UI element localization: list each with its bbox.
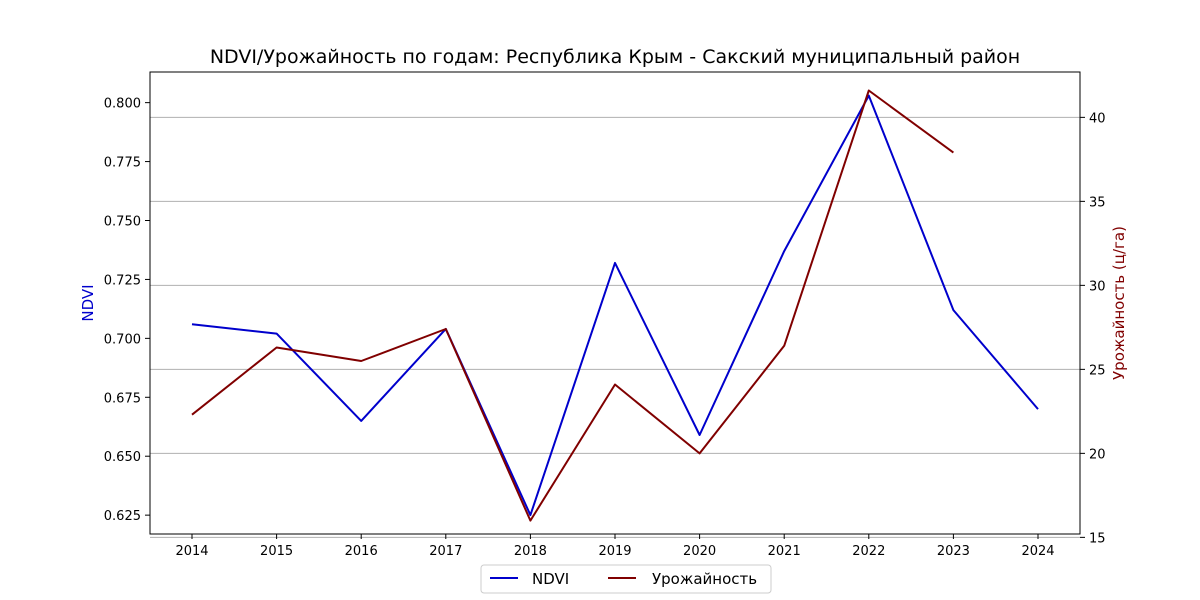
left-y-tick-label: 0.650 (104, 450, 141, 465)
left-y-tick-label: 0.625 (104, 509, 141, 524)
series-line-yield (191, 89, 954, 522)
legend: NDVI Урожайность (480, 564, 772, 594)
x-axis: 2014 2015 2016 2017 2018 2019 2020 2021 2022 2023… (175, 534, 1055, 559)
right-y-tick-label: 15 (1089, 531, 1106, 546)
left-y-tick-label: 0.675 (104, 391, 141, 406)
x-tick-label: 2018 (514, 544, 547, 559)
x-tick-label: 2019 (598, 544, 631, 559)
left-y-tick-label: 0.750 (104, 215, 141, 230)
x-tick-label: 2024 (1021, 544, 1054, 559)
right-y-tick-label: 20 (1089, 447, 1106, 462)
chart-title: NDVI/Урожайность по годам: Республика Кр… (210, 46, 1020, 68)
right-y-tick-label: 25 (1089, 363, 1106, 378)
x-tick-label: 2015 (260, 544, 293, 559)
x-tick-label: 2016 (345, 544, 378, 559)
legend-label-yield: Урожайность (652, 570, 757, 588)
x-tick-label: 2017 (429, 544, 462, 559)
x-tick-label: 2023 (937, 544, 970, 559)
x-tick-label: 2020 (683, 544, 716, 559)
left-y-tick-label: 0.775 (104, 156, 141, 171)
right-y-tick-label: 40 (1089, 111, 1106, 126)
right-axis-label: Урожайность (ц/га) (1110, 226, 1128, 380)
right-y-tick-label: 35 (1089, 195, 1106, 210)
left-y-tick-label: 0.725 (104, 273, 141, 288)
x-tick-label: 2021 (768, 544, 801, 559)
left-y-axis: 0.625 0.650 0.675 0.700 0.725 0.750 0.775 0.800 (104, 97, 150, 524)
x-tick-label: 2014 (175, 544, 208, 559)
series-line-ndvi (191, 94, 1039, 517)
left-y-tick-label: 0.700 (104, 332, 141, 347)
series-layer (191, 89, 1039, 522)
right-y-axis: 15 20 25 30 35 40 (1080, 111, 1106, 546)
left-axis-label: NDVI (79, 284, 97, 321)
right-y-tick-label: 30 (1089, 279, 1106, 294)
left-y-tick-label: 0.800 (104, 97, 141, 112)
gridlines (150, 116, 1080, 538)
legend-label-ndvi: NDVI (532, 570, 569, 588)
x-tick-label: 2022 (852, 544, 885, 559)
